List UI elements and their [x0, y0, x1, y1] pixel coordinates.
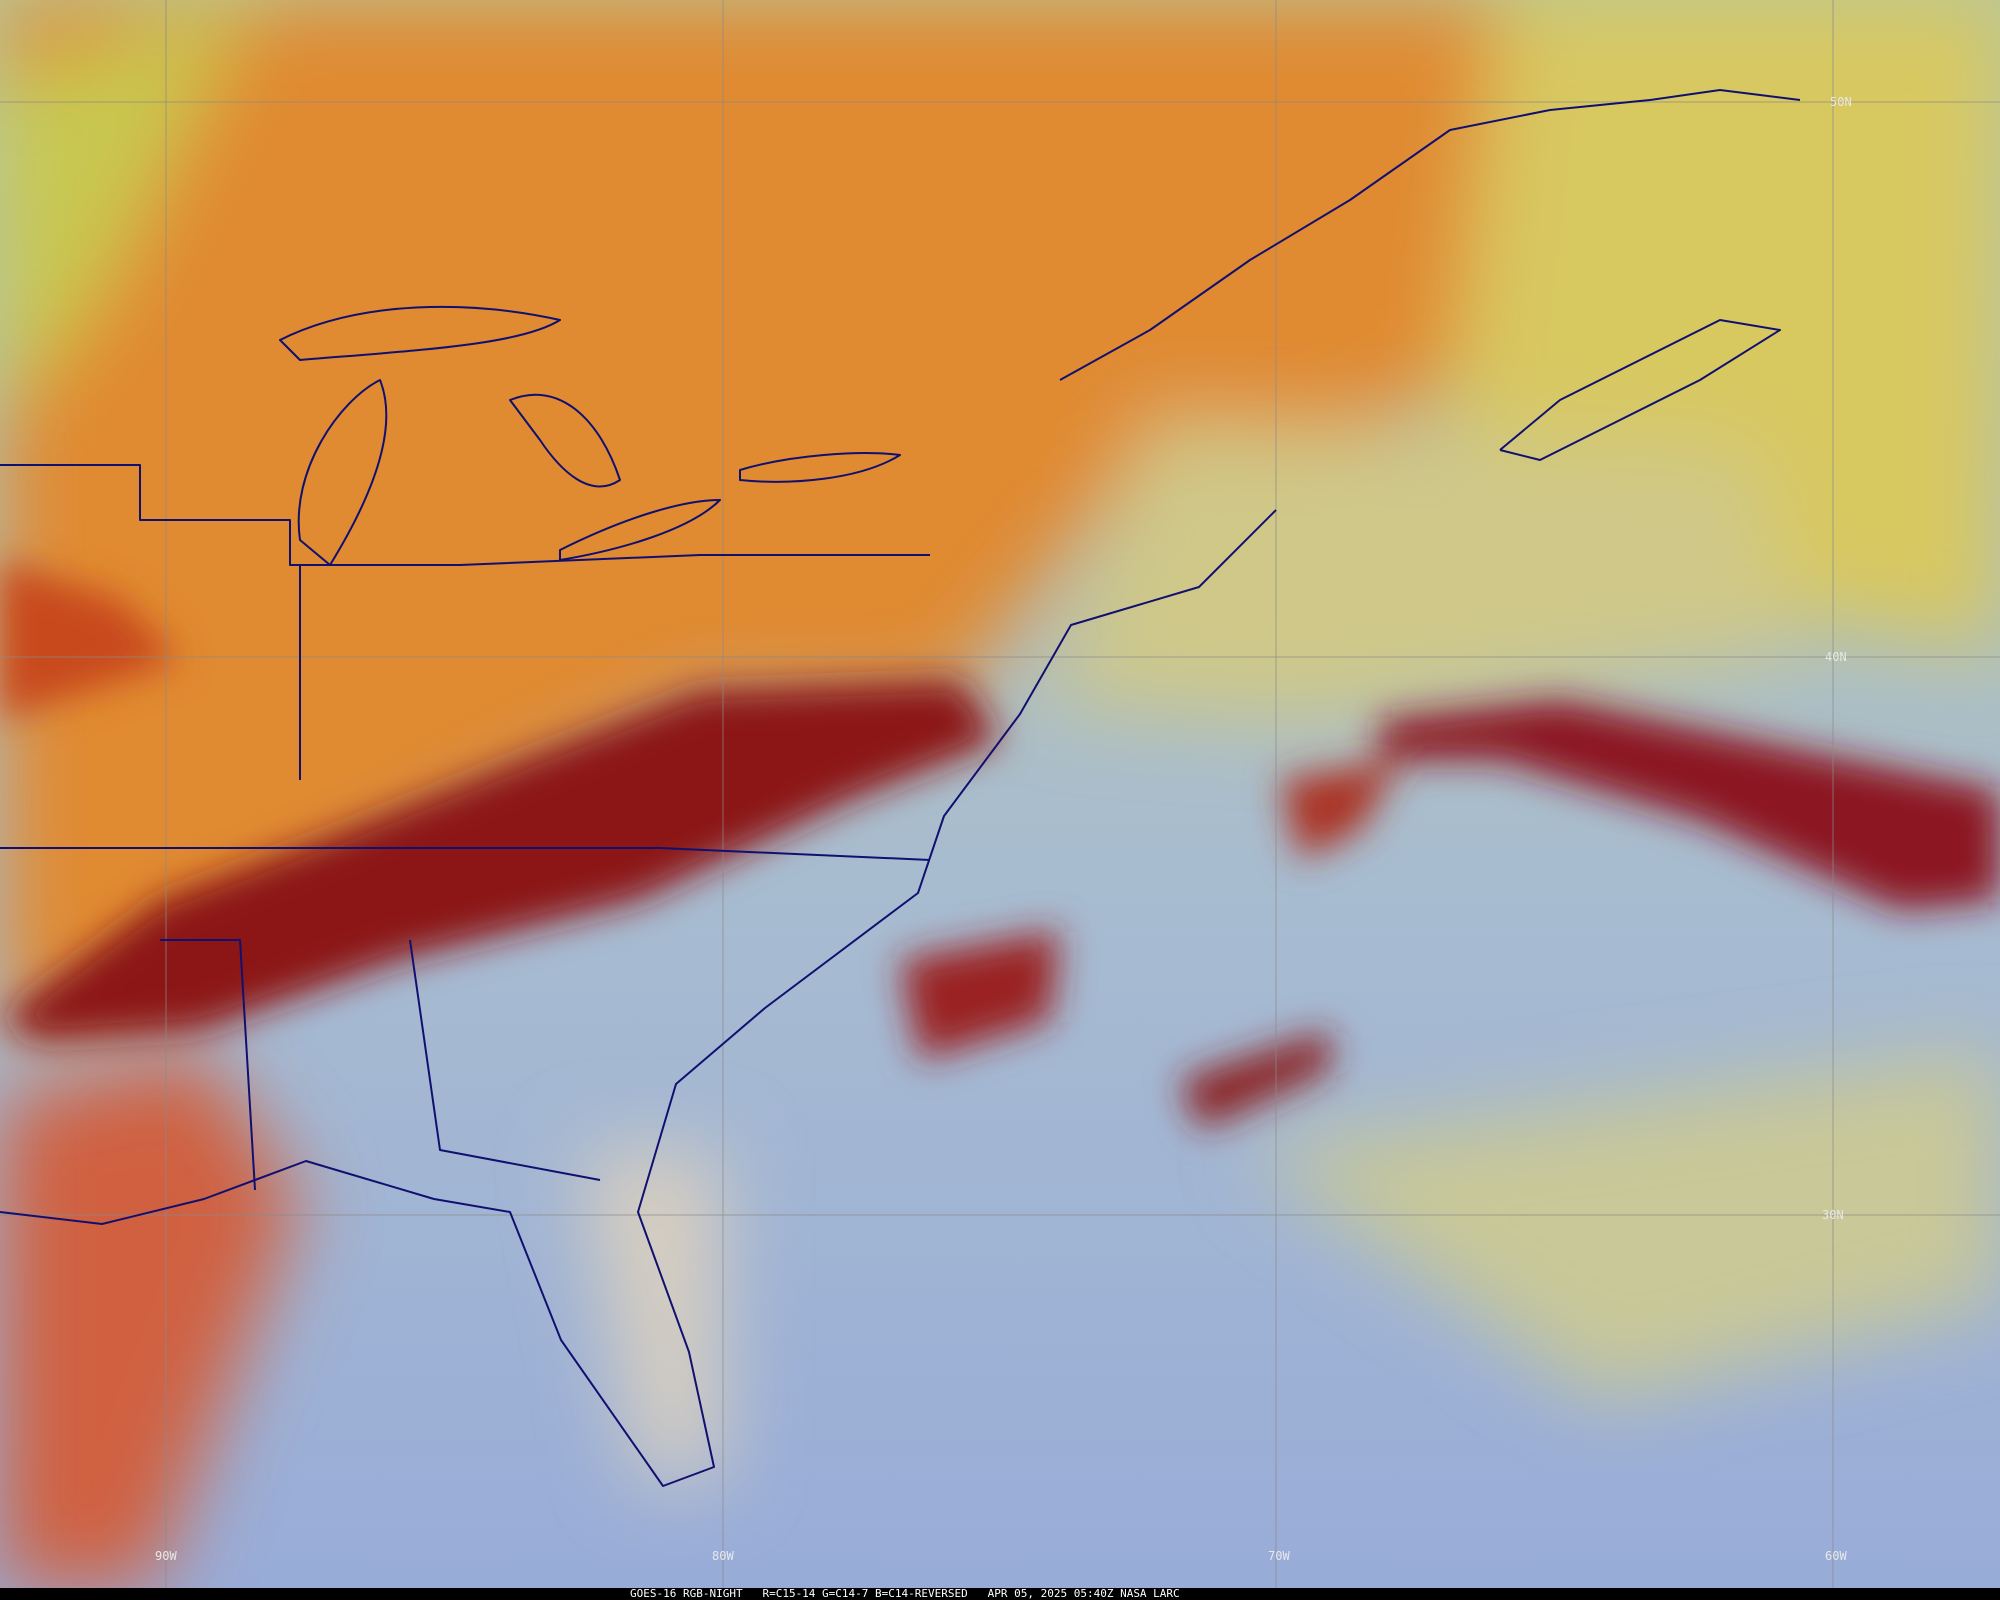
st-lawrence	[1059, 89, 1801, 381]
latitude-label: 30N	[1822, 1208, 1844, 1222]
state-line	[0, 464, 930, 566]
longitude-label: 60W	[1825, 1549, 1847, 1563]
longitude-label: 90W	[155, 1549, 177, 1563]
lake-michigan	[297, 379, 388, 566]
latitude-labels: 50N 40N 30N	[1822, 95, 1852, 1222]
coastlines	[0, 89, 1801, 1487]
nova-scotia	[1499, 319, 1781, 461]
lake-ontario	[739, 452, 901, 483]
state-line	[0, 847, 931, 861]
longitude-label: 70W	[1268, 1549, 1290, 1563]
longitude-labels: 90W 80W 70W 60W	[155, 1549, 1847, 1563]
latitude-label: 50N	[1830, 95, 1852, 109]
footer-text: GOES-16 RGB-NIGHT R=C15-14 G=C14-7 B=C14…	[630, 1587, 1180, 1600]
lake-huron	[509, 393, 621, 488]
footer-bar	[0, 1588, 2000, 1600]
lake-erie	[559, 499, 721, 561]
state-line	[160, 939, 256, 1191]
latitude-label: 40N	[1825, 650, 1847, 664]
east-coast	[0, 509, 1277, 1487]
longitude-label: 80W	[712, 1549, 734, 1563]
red-bands	[0, 560, 2000, 1130]
lake-superior	[279, 305, 561, 361]
state-line	[409, 939, 601, 1181]
